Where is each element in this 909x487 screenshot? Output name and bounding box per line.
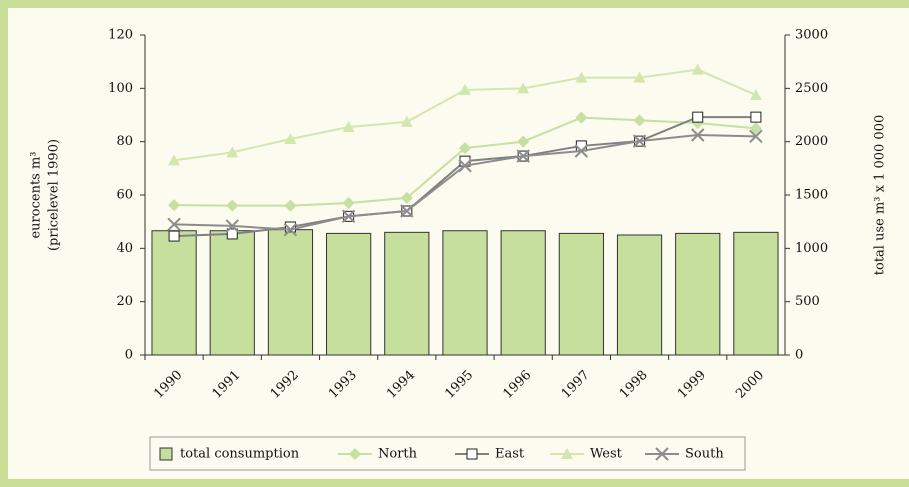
legend-label: East: [495, 447, 525, 462]
marker: [226, 228, 238, 240]
legend-swatch: [159, 447, 173, 461]
bar: [675, 232, 721, 356]
x-tick-label: 1993: [326, 368, 360, 402]
x-tick-label: 1996: [500, 368, 534, 402]
y-tick-label: 80: [116, 134, 133, 149]
marker: [575, 111, 588, 124]
marker: [466, 448, 478, 460]
x-tick-label: 1995: [442, 368, 476, 402]
marker: [400, 115, 413, 127]
marker: [632, 134, 647, 148]
marker: [168, 199, 181, 212]
x-tick-label: 2000: [733, 368, 767, 402]
y2-tick-label: 1500: [795, 188, 828, 203]
y-tick-label: 40: [116, 241, 133, 256]
y2-tick-label: 500: [795, 294, 820, 309]
y-axis-title: (pricelevel 1990): [47, 139, 62, 251]
y2-axis-title: total use m³ x 1 000 000: [873, 115, 888, 275]
marker: [691, 63, 704, 75]
marker: [341, 209, 356, 224]
bar: [442, 230, 488, 356]
bar: [267, 229, 314, 356]
y-tick-label: 60: [116, 188, 133, 203]
x-tick-label: 1999: [675, 368, 709, 402]
marker: [655, 447, 669, 461]
legend-label: West: [590, 447, 623, 462]
y2-tick-label: 3000: [795, 28, 828, 43]
legend-label: North: [378, 447, 418, 462]
marker: [692, 111, 704, 123]
x-tick-label: 1994: [384, 368, 418, 402]
marker: [342, 121, 355, 132]
marker: [517, 135, 530, 148]
marker: [342, 197, 355, 209]
marker: [458, 158, 472, 173]
y2-tick-label: 2500: [795, 81, 828, 96]
marker: [691, 128, 705, 142]
marker: [167, 217, 181, 232]
marker: [459, 142, 471, 155]
legend-label: total consumption: [180, 447, 300, 462]
y2-tick-label: 2000: [795, 134, 828, 149]
legend-label: South: [685, 447, 724, 462]
marker: [516, 149, 530, 163]
y-tick-label: 120: [108, 28, 133, 43]
y-tick-label: 100: [108, 81, 133, 96]
marker: [517, 82, 530, 94]
y2-tick-label: 1000: [795, 241, 828, 256]
y-tick-label: 20: [116, 294, 133, 309]
marker: [284, 133, 297, 144]
y-axis-title: eurocents m³: [29, 151, 44, 238]
legend-box: [149, 436, 746, 471]
bar: [558, 232, 604, 356]
bar: [384, 231, 430, 356]
marker: [284, 199, 297, 212]
bar: [733, 231, 779, 356]
line: [174, 116, 756, 238]
marker: [561, 448, 573, 459]
marker: [459, 83, 471, 95]
marker: [633, 114, 646, 127]
bar: [209, 230, 255, 356]
marker: [750, 111, 762, 123]
bar: [326, 232, 372, 356]
bar: [616, 234, 663, 356]
y-tick-label: 0: [125, 348, 133, 363]
marker: [749, 129, 763, 144]
marker: [349, 448, 361, 460]
x-tick-label: 1992: [268, 368, 302, 402]
marker: [168, 230, 180, 242]
x-tick-label: 1990: [151, 368, 185, 402]
marker: [226, 199, 239, 212]
marker: [168, 154, 181, 166]
marker: [633, 71, 646, 83]
x-tick-label: 1991: [210, 368, 244, 402]
marker: [225, 219, 239, 233]
marker: [400, 191, 413, 204]
marker: [574, 144, 589, 158]
y2-tick-label: 0: [795, 348, 803, 363]
bar: [500, 230, 546, 356]
marker: [400, 204, 414, 218]
bar: [151, 230, 197, 356]
marker: [749, 89, 762, 100]
marker: [749, 122, 762, 135]
x-tick-label: 1997: [559, 368, 593, 402]
marker: [283, 222, 298, 237]
marker: [226, 146, 239, 158]
x-tick-label: 1998: [617, 368, 651, 402]
marker: [284, 221, 296, 233]
marker: [575, 71, 588, 83]
